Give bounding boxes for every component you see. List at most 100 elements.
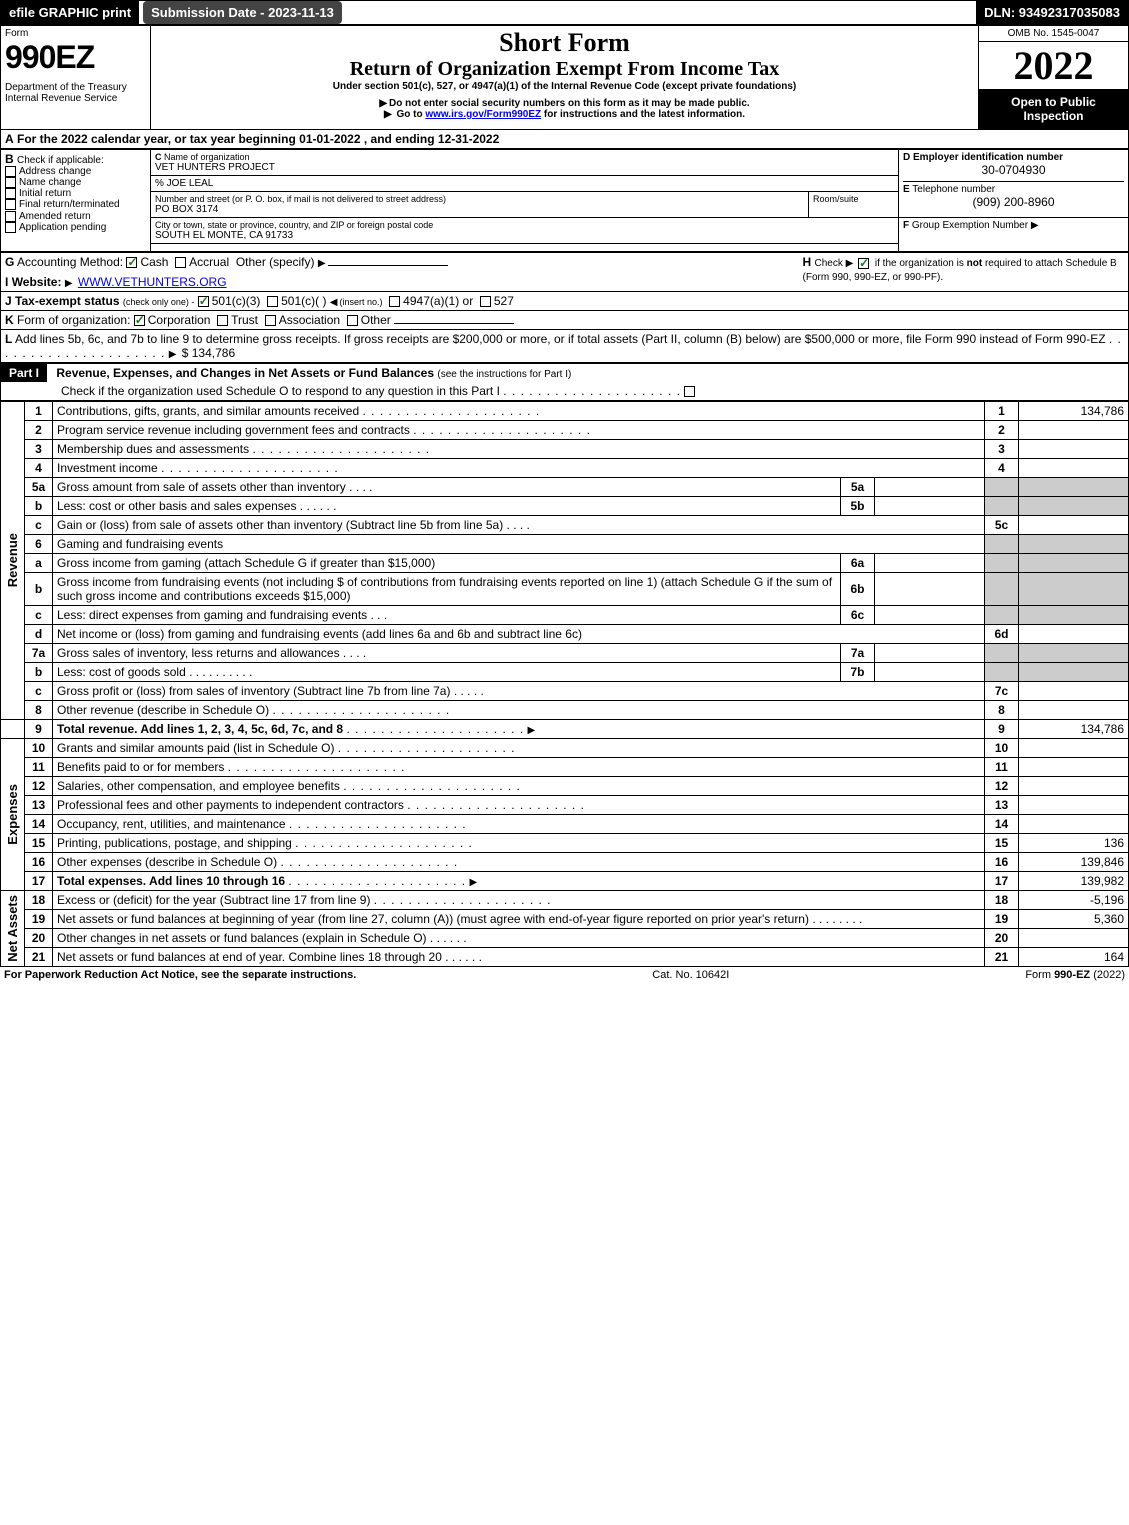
cb-cash[interactable] [126, 257, 137, 268]
ln5c-val [1019, 516, 1129, 535]
ln6-num: 6 [25, 535, 53, 554]
j-insert: (insert no.) [339, 297, 382, 307]
cb-application-pending[interactable] [5, 222, 16, 233]
ln20-rnum: 20 [985, 929, 1019, 948]
g-cash: Cash [140, 255, 168, 269]
ln19-rnum: 19 [985, 910, 1019, 929]
g-label: Accounting Method: [17, 255, 123, 269]
cb-501c3[interactable] [198, 296, 209, 307]
ln21-text: Net assets or fund balances at end of ye… [57, 950, 442, 964]
top-bar: efile GRAPHIC print Submission Date - 20… [0, 0, 1129, 25]
section-j: J Tax-exempt status (check only one) - 5… [0, 292, 1129, 311]
ln13-rnum: 13 [985, 796, 1019, 815]
ln5a-mid: 5a [841, 478, 875, 497]
cb-4947[interactable] [389, 296, 400, 307]
cb-name-change[interactable] [5, 177, 16, 188]
ln15-num: 15 [25, 834, 53, 853]
bullet2-pre: Go to [396, 109, 422, 120]
ln19-num: 19 [25, 910, 53, 929]
ln19-val: 5,360 [1019, 910, 1129, 929]
ln6b-text: Gross income from fundraising events (no… [57, 575, 832, 603]
efile-label: efile GRAPHIC print [1, 1, 139, 24]
ln5c-num: c [25, 516, 53, 535]
cb-other-org[interactable] [347, 315, 358, 326]
ln16-num: 16 [25, 853, 53, 872]
ln5a-text: Gross amount from sale of assets other t… [57, 480, 346, 494]
cb-initial-return[interactable] [5, 188, 16, 199]
irs-link[interactable]: www.irs.gov/Form990EZ [425, 109, 541, 120]
ln10-val [1019, 739, 1129, 758]
entity-block: B Check if applicable: Address change Na… [0, 149, 1129, 252]
title-return: Return of Organization Exempt From Incom… [155, 58, 974, 81]
cb-schedule-b[interactable] [858, 258, 869, 269]
section-k: K Form of organization: Corporation Trus… [0, 311, 1129, 330]
ln2-text: Program service revenue including govern… [57, 423, 410, 437]
ln3-rnum: 3 [985, 440, 1019, 459]
c-label: Name of organization [164, 152, 250, 162]
j-527: 527 [494, 294, 514, 308]
phone-value: (909) 200-8960 [903, 195, 1124, 209]
ln14-val [1019, 815, 1129, 834]
ln8-num: 8 [25, 701, 53, 720]
ln2-val [1019, 421, 1129, 440]
cb-501c[interactable] [267, 296, 278, 307]
k-assoc: Association [279, 313, 340, 327]
ln13-val [1019, 796, 1129, 815]
cb-527[interactable] [480, 296, 491, 307]
ln14-rnum: 14 [985, 815, 1019, 834]
ein-value: 30-0704930 [903, 163, 1124, 177]
ln19-text: Net assets or fund balances at beginning… [57, 912, 809, 926]
ln6d-val [1019, 625, 1129, 644]
website-link[interactable]: WWW.VETHUNTERS.ORG [78, 275, 227, 289]
cb-accrual[interactable] [175, 257, 186, 268]
b-app: Application pending [19, 222, 106, 233]
cb-address-change[interactable] [5, 166, 16, 177]
room-label: Room/suite [813, 194, 894, 204]
ln16-val: 139,846 [1019, 853, 1129, 872]
ln7c-num: c [25, 682, 53, 701]
ln4-rnum: 4 [985, 459, 1019, 478]
i-label: Website: [12, 275, 62, 289]
ln21-val: 164 [1019, 948, 1129, 967]
footer-right-yr: (2022) [1093, 969, 1125, 981]
ln10-text: Grants and similar amounts paid (list in… [57, 741, 334, 755]
b-name: Name change [19, 177, 81, 188]
ln18-num: 18 [25, 891, 53, 910]
ln21-num: 21 [25, 948, 53, 967]
ln2-rnum: 2 [985, 421, 1019, 440]
b-label: Check if applicable: [17, 155, 104, 166]
ln12-rnum: 12 [985, 777, 1019, 796]
cb-assoc[interactable] [265, 315, 276, 326]
ln15-text: Printing, publications, postage, and shi… [57, 836, 292, 850]
ln4-text: Investment income [57, 461, 158, 475]
side-netassets: Net Assets [5, 895, 20, 962]
cb-final-return[interactable] [5, 199, 16, 210]
part1-title: Revenue, Expenses, and Changes in Net As… [56, 366, 434, 380]
b-addr: Address change [19, 166, 91, 177]
b-amend: Amended return [19, 211, 91, 222]
ln15-val: 136 [1019, 834, 1129, 853]
ln17-rnum: 17 [985, 872, 1019, 891]
ln7a-num: 7a [25, 644, 53, 663]
ln6a-text: Gross income from gaming (attach Schedul… [57, 556, 435, 570]
dept-label: Department of the Treasury [5, 82, 146, 93]
ln3-text: Membership dues and assessments [57, 442, 249, 456]
ln4-num: 4 [25, 459, 53, 478]
part1-checkline: Check if the organization used Schedule … [61, 384, 500, 398]
cb-corp[interactable] [134, 315, 145, 326]
footer-mid: Cat. No. 10642I [356, 969, 1025, 981]
a-begin: 01-01-2022 [299, 132, 360, 146]
ln7c-rnum: 7c [985, 682, 1019, 701]
cb-trust[interactable] [217, 315, 228, 326]
ln1-num: 1 [25, 402, 53, 421]
ln17-num: 17 [25, 872, 53, 891]
footer-left: For Paperwork Reduction Act Notice, see … [4, 969, 356, 981]
open-to-public: Open to Public Inspection [979, 89, 1128, 129]
ln1-text: Contributions, gifts, grants, and simila… [57, 404, 359, 418]
ln6a-num: a [25, 554, 53, 573]
cb-schedule-o-part1[interactable] [684, 386, 695, 397]
bullet2-post: for instructions and the latest informat… [544, 109, 745, 120]
ln7c-text: Gross profit or (loss) from sales of inv… [57, 684, 450, 698]
cb-amended-return[interactable] [5, 211, 16, 222]
ln5b-num: b [25, 497, 53, 516]
